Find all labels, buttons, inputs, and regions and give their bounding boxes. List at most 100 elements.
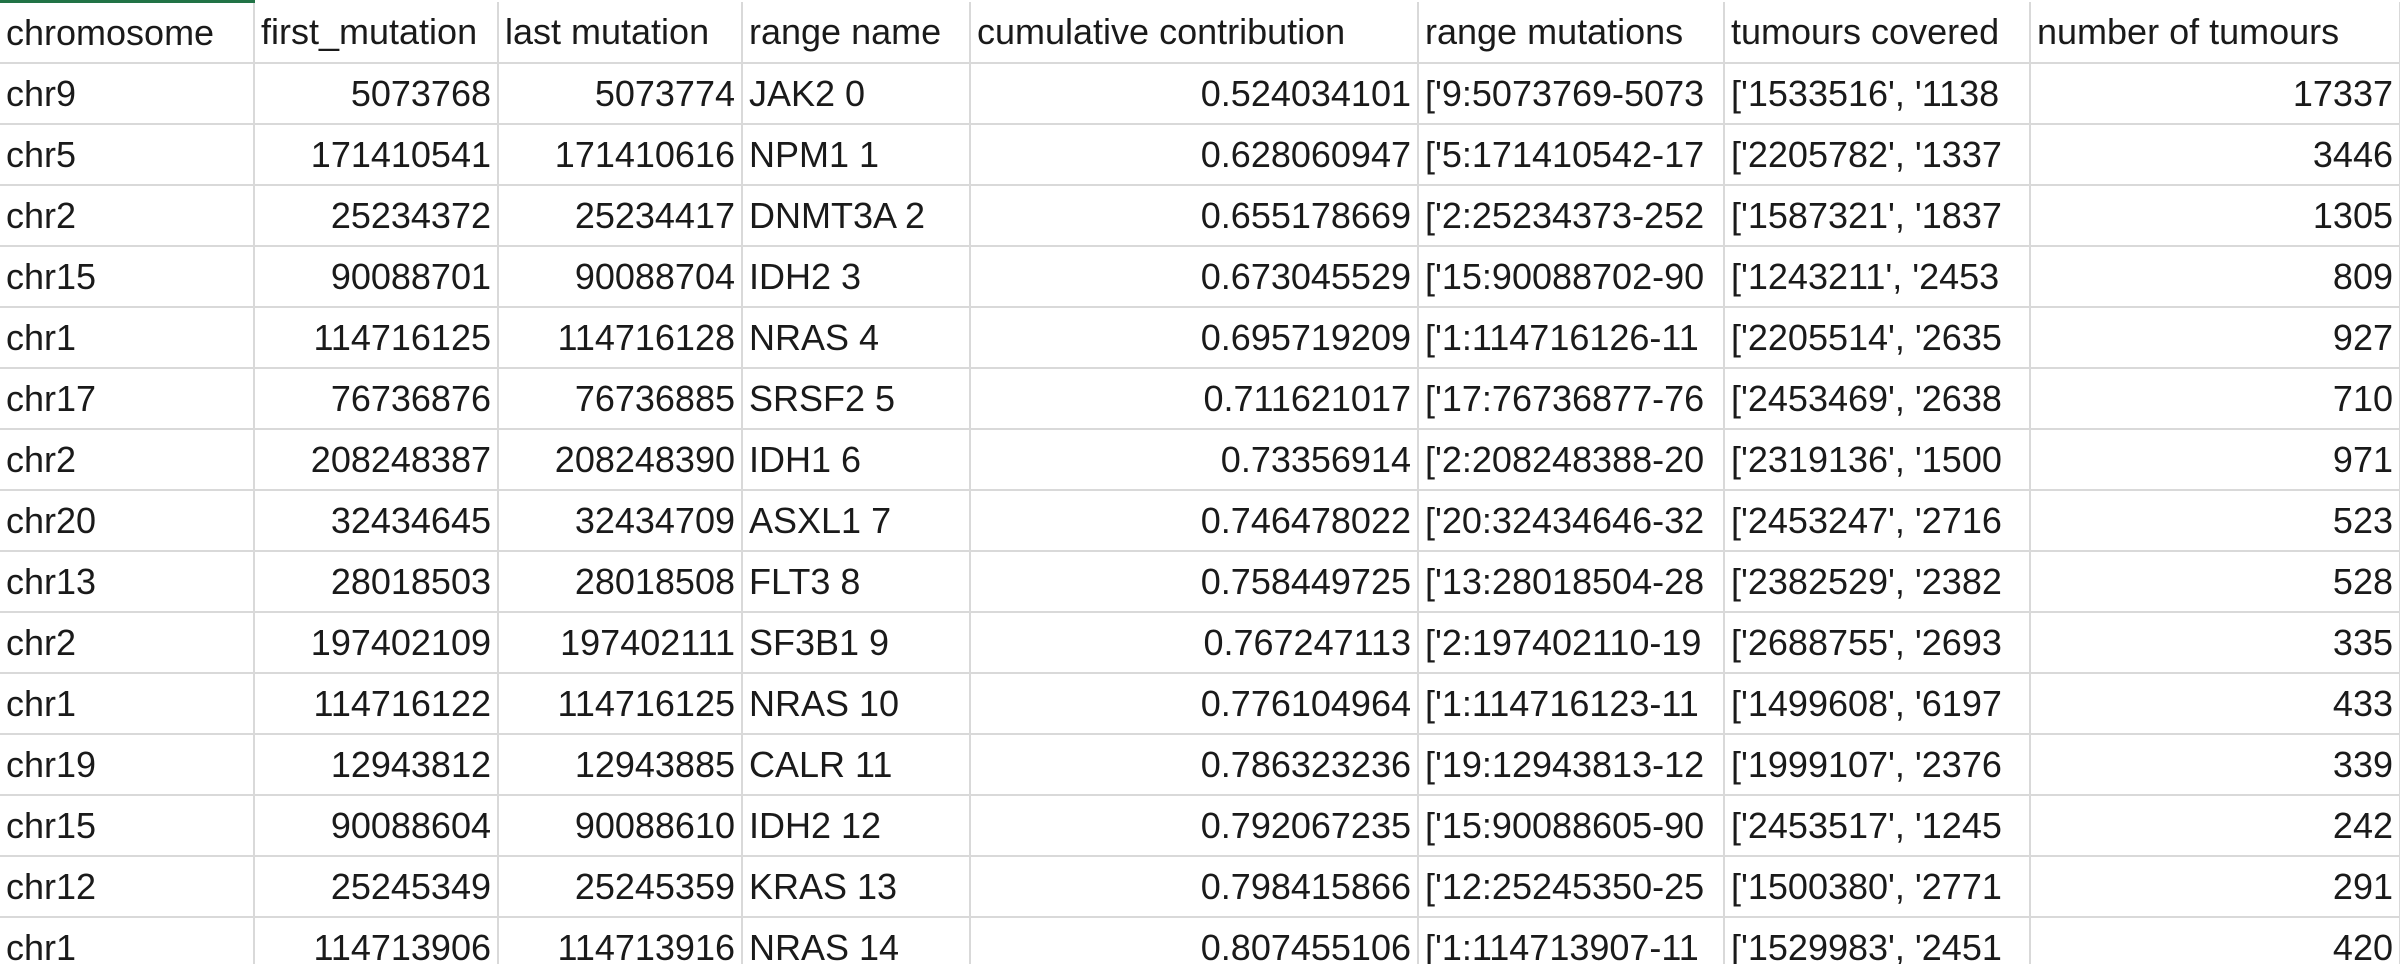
cell-first-mutation[interactable]: 208248387 [254, 429, 499, 491]
header-cell-last-mutation[interactable]: last mutation [498, 1, 743, 64]
cell-range-mutations[interactable]: ['12:25245350-25 [1418, 856, 1725, 918]
cell-first-mutation[interactable]: 76736876 [254, 368, 499, 430]
cell-tumours-covered[interactable]: ['2688755', '2693 [1724, 612, 2031, 674]
cell-cumulative-contribution[interactable]: 0.767247113 [970, 612, 1419, 674]
cell-cumulative-contribution[interactable]: 0.673045529 [970, 246, 1419, 308]
cell-range-mutations[interactable]: ['2:208248388-20 [1418, 429, 1725, 491]
cell-tumours-covered[interactable]: ['2453247', '2716 [1724, 490, 2031, 552]
cell-range-name[interactable]: IDH1 6 [742, 429, 971, 491]
cell-chromosome[interactable]: chr20 [0, 490, 255, 552]
cell-number-of-tumours[interactable]: 523 [2030, 490, 2400, 552]
cell-number-of-tumours[interactable]: 809 [2030, 246, 2400, 308]
header-cell-number-of-tumours[interactable]: number of tumours [2030, 1, 2400, 64]
cell-chromosome[interactable]: chr15 [0, 246, 255, 308]
cell-number-of-tumours[interactable]: 3446 [2030, 124, 2400, 186]
cell-last-mutation[interactable]: 5073774 [498, 63, 743, 125]
cell-cumulative-contribution[interactable]: 0.798415866 [970, 856, 1419, 918]
cell-tumours-covered[interactable]: ['2205782', '1337 [1724, 124, 2031, 186]
cell-cumulative-contribution[interactable]: 0.628060947 [970, 124, 1419, 186]
cell-chromosome[interactable]: chr9 [0, 63, 255, 125]
cell-chromosome[interactable]: chr1 [0, 673, 255, 735]
cell-range-mutations[interactable]: ['1:114713907-11 [1418, 917, 1725, 964]
cell-cumulative-contribution[interactable]: 0.655178669 [970, 185, 1419, 247]
cell-range-name[interactable]: DNMT3A 2 [742, 185, 971, 247]
cell-first-mutation[interactable]: 90088701 [254, 246, 499, 308]
cell-tumours-covered[interactable]: ['2453469', '2638 [1724, 368, 2031, 430]
cell-range-name[interactable]: IDH2 12 [742, 795, 971, 857]
cell-number-of-tumours[interactable]: 339 [2030, 734, 2400, 796]
header-cell-range-name[interactable]: range name [742, 1, 971, 64]
cell-chromosome[interactable]: chr2 [0, 612, 255, 674]
cell-chromosome[interactable]: chr5 [0, 124, 255, 186]
cell-range-mutations[interactable]: ['17:76736877-76 [1418, 368, 1725, 430]
header-cell-range-mutations[interactable]: range mutations [1418, 1, 1725, 64]
cell-range-mutations[interactable]: ['19:12943813-12 [1418, 734, 1725, 796]
cell-last-mutation[interactable]: 114716128 [498, 307, 743, 369]
cell-tumours-covered[interactable]: ['1499608', '6197 [1724, 673, 2031, 735]
cell-range-mutations[interactable]: ['2:197402110-19 [1418, 612, 1725, 674]
cell-cumulative-contribution[interactable]: 0.695719209 [970, 307, 1419, 369]
cell-range-name[interactable]: NPM1 1 [742, 124, 971, 186]
cell-chromosome[interactable]: chr19 [0, 734, 255, 796]
cell-first-mutation[interactable]: 25234372 [254, 185, 499, 247]
cell-first-mutation[interactable]: 114713906 [254, 917, 499, 964]
cell-first-mutation[interactable]: 114716122 [254, 673, 499, 735]
cell-cumulative-contribution[interactable]: 0.786323236 [970, 734, 1419, 796]
cell-range-mutations[interactable]: ['15:90088605-90 [1418, 795, 1725, 857]
cell-last-mutation[interactable]: 25234417 [498, 185, 743, 247]
cell-chromosome[interactable]: chr2 [0, 429, 255, 491]
cell-range-name[interactable]: JAK2 0 [742, 63, 971, 125]
cell-number-of-tumours[interactable]: 242 [2030, 795, 2400, 857]
cell-tumours-covered[interactable]: ['1533516', '1138 [1724, 63, 2031, 125]
cell-range-name[interactable]: SRSF2 5 [742, 368, 971, 430]
cell-last-mutation[interactable]: 114716125 [498, 673, 743, 735]
header-cell-chromosome[interactable]: chromosome [0, 0, 255, 64]
cell-range-mutations[interactable]: ['13:28018504-28 [1418, 551, 1725, 613]
cell-last-mutation[interactable]: 25245359 [498, 856, 743, 918]
cell-last-mutation[interactable]: 114713916 [498, 917, 743, 964]
cell-number-of-tumours[interactable]: 710 [2030, 368, 2400, 430]
cell-cumulative-contribution[interactable]: 0.776104964 [970, 673, 1419, 735]
cell-first-mutation[interactable]: 32434645 [254, 490, 499, 552]
cell-number-of-tumours[interactable]: 17337 [2030, 63, 2400, 125]
cell-tumours-covered[interactable]: ['1529983', '2451 [1724, 917, 2031, 964]
cell-tumours-covered[interactable]: ['2205514', '2635 [1724, 307, 2031, 369]
cell-range-name[interactable]: ASXL1 7 [742, 490, 971, 552]
cell-tumours-covered[interactable]: ['2319136', '1500 [1724, 429, 2031, 491]
cell-first-mutation[interactable]: 90088604 [254, 795, 499, 857]
header-cell-first-mutation[interactable]: first_mutation [254, 1, 499, 64]
cell-chromosome[interactable]: chr1 [0, 917, 255, 964]
cell-range-name[interactable]: NRAS 4 [742, 307, 971, 369]
cell-first-mutation[interactable]: 25245349 [254, 856, 499, 918]
cell-cumulative-contribution[interactable]: 0.758449725 [970, 551, 1419, 613]
cell-tumours-covered[interactable]: ['1243211', '2453 [1724, 246, 2031, 308]
cell-number-of-tumours[interactable]: 291 [2030, 856, 2400, 918]
cell-number-of-tumours[interactable]: 335 [2030, 612, 2400, 674]
header-cell-cumulative-contribution[interactable]: cumulative contribution [970, 1, 1419, 64]
cell-number-of-tumours[interactable]: 927 [2030, 307, 2400, 369]
cell-chromosome[interactable]: chr17 [0, 368, 255, 430]
cell-first-mutation[interactable]: 5073768 [254, 63, 499, 125]
cell-range-name[interactable]: NRAS 10 [742, 673, 971, 735]
cell-cumulative-contribution[interactable]: 0.746478022 [970, 490, 1419, 552]
cell-last-mutation[interactable]: 197402111 [498, 612, 743, 674]
cell-range-name[interactable]: CALR 11 [742, 734, 971, 796]
cell-cumulative-contribution[interactable]: 0.73356914 [970, 429, 1419, 491]
header-cell-tumours-covered[interactable]: tumours covered [1724, 1, 2031, 64]
cell-first-mutation[interactable]: 28018503 [254, 551, 499, 613]
cell-range-mutations[interactable]: ['15:90088702-90 [1418, 246, 1725, 308]
cell-number-of-tumours[interactable]: 420 [2030, 917, 2400, 964]
cell-chromosome[interactable]: chr2 [0, 185, 255, 247]
cell-range-mutations[interactable]: ['1:114716126-11 [1418, 307, 1725, 369]
cell-last-mutation[interactable]: 171410616 [498, 124, 743, 186]
cell-last-mutation[interactable]: 208248390 [498, 429, 743, 491]
cell-cumulative-contribution[interactable]: 0.711621017 [970, 368, 1419, 430]
cell-last-mutation[interactable]: 90088610 [498, 795, 743, 857]
cell-range-mutations[interactable]: ['20:32434646-32 [1418, 490, 1725, 552]
cell-range-mutations[interactable]: ['2:25234373-252 [1418, 185, 1725, 247]
cell-range-mutations[interactable]: ['5:171410542-17 [1418, 124, 1725, 186]
cell-number-of-tumours[interactable]: 1305 [2030, 185, 2400, 247]
cell-number-of-tumours[interactable]: 433 [2030, 673, 2400, 735]
cell-tumours-covered[interactable]: ['1500380', '2771 [1724, 856, 2031, 918]
cell-cumulative-contribution[interactable]: 0.524034101 [970, 63, 1419, 125]
